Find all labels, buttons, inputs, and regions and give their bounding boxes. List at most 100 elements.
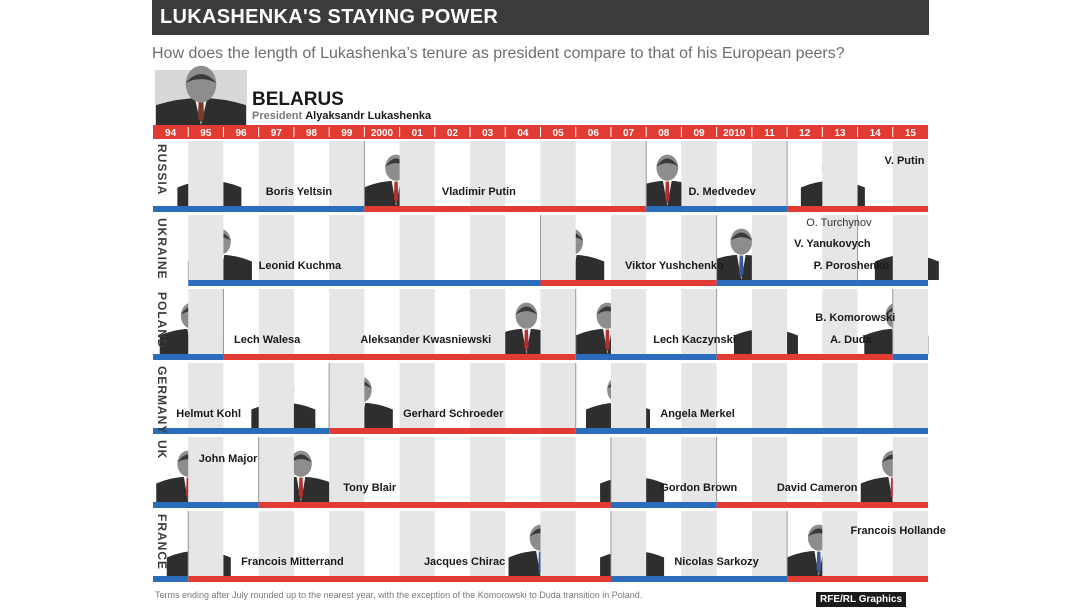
year-stripe	[892, 363, 928, 428]
chart-subtitle: How does the length of Lukashenka’s tenu…	[152, 45, 845, 62]
leader-label: Vladimir Putin	[442, 186, 516, 198]
year-tick-label: 99	[341, 128, 353, 139]
term-bar	[223, 354, 576, 360]
term-bar	[329, 428, 576, 434]
year-tick-label: 14	[870, 128, 882, 139]
leader-label: O. Turchynov	[806, 217, 872, 229]
year-stripe	[540, 437, 576, 502]
year-stripe	[470, 141, 506, 206]
term-bar	[153, 428, 330, 434]
credit-badge: RFE/RL Graphics	[816, 592, 907, 607]
year-stripe	[329, 215, 365, 280]
year-stripe	[399, 215, 435, 280]
term-bar	[646, 206, 788, 212]
year-stripe	[822, 363, 858, 428]
year-tick-label: 05	[553, 128, 565, 139]
year-stripe	[822, 141, 858, 206]
term-bar	[575, 428, 928, 434]
year-tick-label: 97	[271, 128, 283, 139]
term-bar	[787, 206, 928, 212]
year-tick-label: 15	[905, 128, 917, 139]
year-tick-label: 07	[623, 128, 635, 139]
leader-label: Boris Yeltsin	[266, 186, 333, 198]
year-stripe	[188, 437, 224, 502]
year-stripe	[329, 141, 365, 206]
year-stripe	[540, 141, 576, 206]
year-stripe	[470, 437, 506, 502]
portrait-tie	[816, 551, 822, 574]
term-bar	[153, 354, 224, 360]
portrait-hair	[730, 232, 753, 241]
portrait-tie	[739, 255, 744, 278]
year-stripe	[399, 363, 435, 428]
year-stripe	[258, 141, 294, 206]
leader-label: D. Medvedev	[688, 186, 756, 198]
leader-label: Lech Walesa	[234, 334, 301, 346]
portrait-hair	[515, 306, 538, 315]
header-name: Alyaksandr Lukashenka	[305, 110, 432, 122]
header-country: BELARUS	[252, 89, 344, 110]
year-stripe	[470, 289, 506, 354]
term-bar	[575, 354, 717, 360]
year-tick-label: 2000	[371, 128, 394, 139]
year-stripe	[892, 511, 928, 576]
year-stripe	[610, 363, 647, 428]
title-bar	[152, 0, 929, 35]
term-bar	[892, 354, 928, 360]
portrait-hair	[185, 74, 217, 83]
year-stripe	[610, 437, 647, 502]
year-stripe	[610, 141, 647, 206]
portrait-head	[185, 65, 217, 103]
year-stripe	[751, 437, 788, 502]
year-stripe	[681, 289, 717, 354]
year-stripe	[822, 289, 858, 354]
year-stripe	[258, 437, 294, 502]
country-label: POLAND	[155, 292, 169, 349]
leader-label: Francois Mitterrand	[241, 556, 344, 568]
year-tick-label: 95	[200, 128, 212, 139]
term-bar	[610, 576, 788, 582]
year-stripe	[681, 363, 717, 428]
year-stripe	[470, 215, 506, 280]
year-stripe	[681, 437, 717, 502]
year-stripe	[751, 215, 788, 280]
year-tick-label: 2010	[723, 128, 746, 139]
country-label: FRANCE	[155, 514, 169, 570]
year-stripe	[892, 215, 928, 280]
portrait-tie	[605, 329, 610, 352]
header-portrait	[156, 65, 246, 125]
header-president: President Alyaksandr Lukashenka	[252, 110, 431, 122]
leader-label: Nicolas Sarkozy	[674, 556, 759, 568]
chart-title: LUKASHENKA'S STAYING POWER	[160, 6, 499, 28]
portrait-hair	[656, 158, 679, 167]
year-stripe	[258, 511, 294, 576]
year-stripe	[399, 511, 435, 576]
year-stripe	[610, 289, 647, 354]
year-stripe	[681, 215, 717, 280]
year-stripe	[258, 215, 294, 280]
year-stripe	[188, 511, 224, 576]
year-stripe	[681, 141, 717, 206]
year-stripe	[540, 363, 576, 428]
leader-label: Gerhard Schroeder	[403, 408, 504, 420]
leader-label: Helmut Kohl	[176, 408, 241, 420]
leader-label: Leonid Kuchma	[259, 260, 342, 272]
leader-label: David Cameron	[777, 482, 858, 494]
year-tick-label: 13	[834, 128, 846, 139]
leader-label: Angela Merkel	[660, 408, 735, 420]
year-stripe	[540, 511, 576, 576]
year-tick-label: 11	[764, 128, 775, 139]
footnote: Terms ending after July rounded up to th…	[155, 590, 643, 600]
year-stripe	[681, 511, 717, 576]
term-bar	[258, 502, 611, 508]
country-label: UKRAINE	[155, 218, 169, 280]
year-stripe	[399, 141, 435, 206]
year-stripe	[751, 141, 788, 206]
portrait-tie	[393, 181, 399, 204]
leader-label: Jacques Chirac	[424, 556, 505, 568]
term-bar	[610, 502, 717, 508]
leader-label: B. Komorowski	[815, 312, 895, 324]
year-tick-label: 98	[306, 128, 318, 139]
year-stripe	[892, 289, 928, 354]
